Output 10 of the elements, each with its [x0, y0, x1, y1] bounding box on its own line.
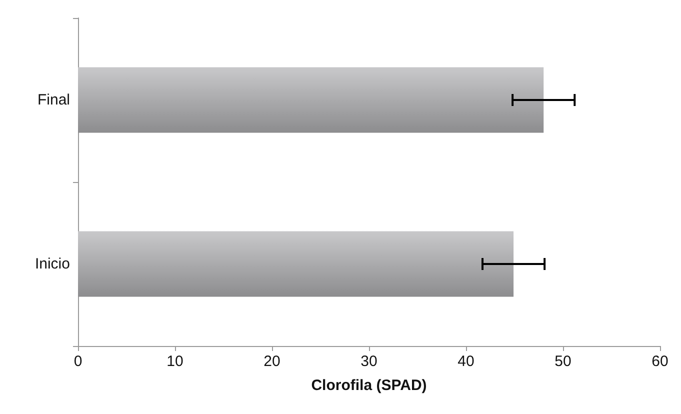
x-tick-label: 10: [166, 353, 184, 370]
x-tick-label: 50: [554, 353, 572, 370]
x-tick-label: 20: [264, 353, 280, 370]
x-tick-label: 0: [74, 353, 82, 370]
y-tick-label: Inicio: [34, 256, 70, 272]
x-axis-title: Clorofila (SPAD): [311, 377, 427, 394]
x-tick-label: 30: [360, 353, 378, 370]
x-tick-label: 60: [652, 353, 668, 370]
x-tick-label: 40: [458, 353, 474, 370]
y-tick-label: Final: [37, 92, 70, 108]
